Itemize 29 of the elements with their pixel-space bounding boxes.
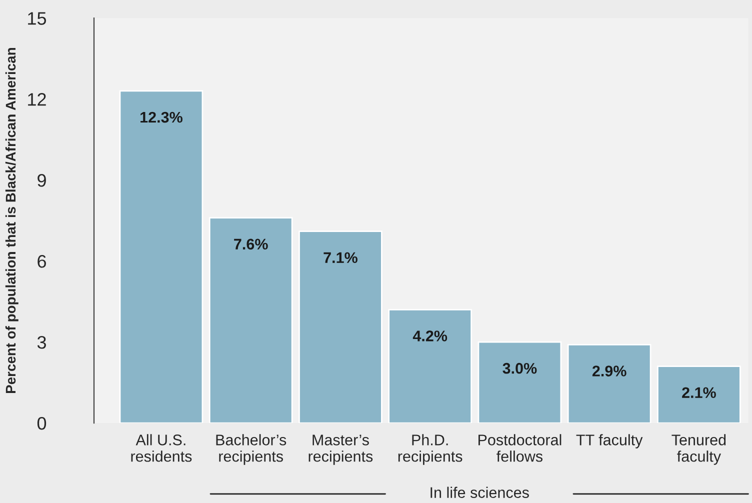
data-label: 2.1%: [682, 387, 716, 398]
y-axis-title: Percent of population that is Black/African American: [5, 48, 18, 394]
x-tick-label: Postdoctoral fellows: [478, 434, 562, 462]
data-label: 7.6%: [234, 238, 268, 250]
data-label: 12.3%: [140, 112, 182, 123]
x-tick-label: TT faculty: [576, 434, 643, 448]
data-label: 2.9%: [592, 366, 626, 376]
data-label: 4.2%: [412, 330, 448, 342]
y-tick-label: 9: [38, 174, 46, 187]
bar: [298, 230, 382, 424]
y-tick-label: 0: [37, 416, 46, 430]
bar: [208, 217, 293, 424]
y-tick-label: 12: [28, 93, 46, 106]
y-tick-label: 15: [28, 12, 46, 25]
x-tick-label: Bachelor’s recipients: [216, 434, 286, 465]
data-label: 7.1%: [324, 252, 358, 264]
x-tick-label: Master’s recipients: [308, 434, 373, 465]
data-label: 3.0%: [502, 362, 537, 374]
bar: [119, 90, 204, 424]
x-tick-label: Tenured faculty: [672, 434, 726, 465]
y-tick-label: 6: [38, 254, 46, 268]
bar: [388, 308, 472, 424]
bar: [567, 344, 652, 424]
bar: [657, 366, 741, 424]
y-tick-label: 3: [37, 336, 46, 349]
x-tick-label: Ph.D. recipients: [398, 434, 462, 465]
x-tick-label: All U.S. residents: [131, 434, 192, 462]
bar: [478, 341, 562, 424]
text: In life sciences: [430, 486, 529, 498]
